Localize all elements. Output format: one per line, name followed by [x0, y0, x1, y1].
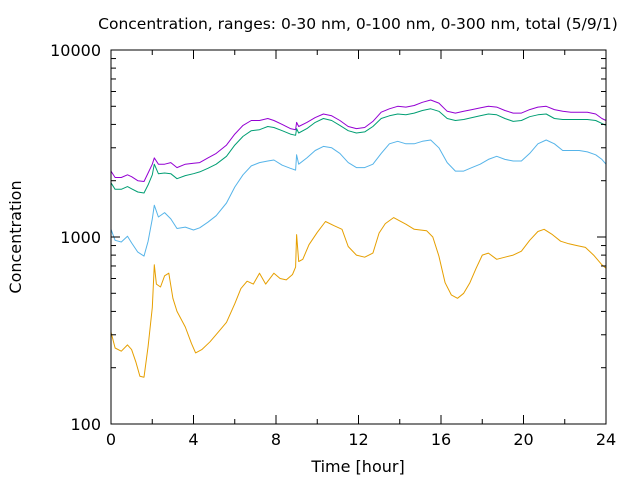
series-line-2 [110, 139, 607, 257]
y-tick-label: 1000 [60, 228, 101, 247]
x-tick-label: 8 [271, 430, 281, 449]
chart-title: Concentration, ranges: 0-30 nm, 0-100 nm… [98, 15, 618, 33]
x-tick-label: 12 [348, 430, 368, 449]
x-tick-label: 20 [513, 430, 533, 449]
series-layer [110, 99, 607, 378]
y-tick-label: 10000 [50, 41, 101, 60]
ticks-layer: 0 4 8 12 16 20 24 100 1000 10000 [50, 41, 616, 449]
series-line-1 [110, 217, 607, 378]
x-tick-label: 4 [188, 430, 198, 449]
y-axis-title: Concentration [6, 180, 25, 293]
plot-frame [110, 49, 607, 425]
series-line-4 [110, 99, 607, 182]
series-line-3 [110, 108, 607, 194]
y-tick-label: 100 [70, 415, 101, 434]
x-tick-label: 0 [106, 430, 116, 449]
x-axis-title: Time [hour] [310, 457, 404, 476]
x-tick-label: 24 [596, 430, 616, 449]
x-tick-label: 16 [431, 430, 451, 449]
